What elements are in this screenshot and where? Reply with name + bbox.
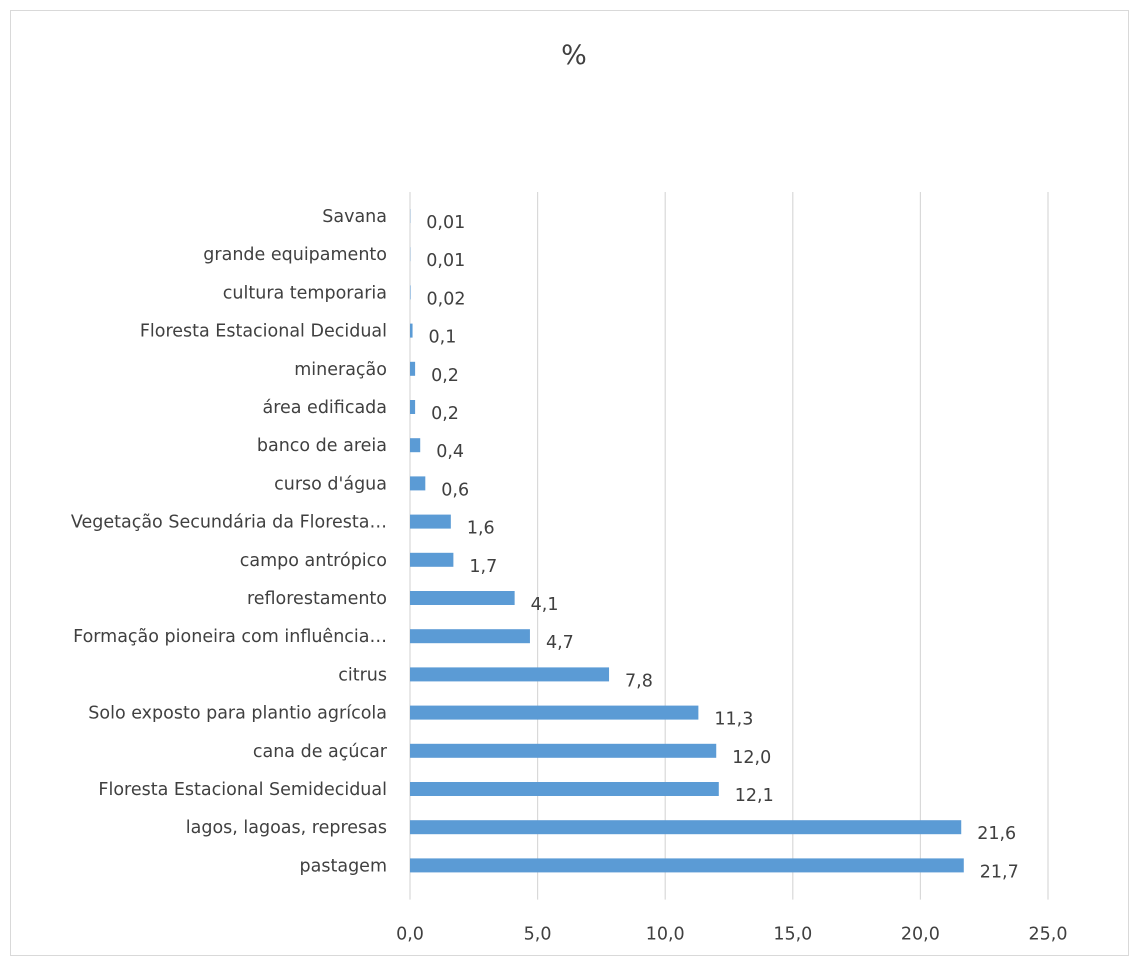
data-labels: 0,01 0,01 0,02 0,1 0,2 0,2 0,4 0,6 1,6 1,7 4,1 4,7 7… bbox=[426, 213, 1018, 882]
category-label-5: área edificada bbox=[262, 398, 387, 418]
bar-15 bbox=[410, 782, 719, 796]
category-label-14: cana de açúcar bbox=[253, 742, 388, 762]
x-tick-label-4: 20,0 bbox=[901, 925, 940, 945]
data-label-4: 0,2 bbox=[431, 366, 459, 386]
bar-3 bbox=[410, 323, 413, 338]
bar-17 bbox=[410, 858, 964, 873]
chart-area bbox=[10, 10, 1129, 956]
category-label-2: cultura temporaria bbox=[223, 283, 387, 303]
bar-14 bbox=[410, 743, 717, 758]
category-label-15: Floresta Estacional Semidecidual bbox=[98, 780, 387, 800]
data-label-8: 1,6 bbox=[467, 519, 495, 539]
data-label-3: 0,1 bbox=[429, 328, 457, 348]
x-tick-label-1: 5,0 bbox=[524, 925, 552, 945]
grid-lines bbox=[409, 192, 1049, 900]
category-label-3: Floresta Estacional Decidual bbox=[140, 322, 387, 342]
category-label-7: curso d'água bbox=[274, 474, 387, 494]
category-label-9: campo antrópico bbox=[240, 551, 387, 571]
category-label-11: Formação pioneira com influência… bbox=[73, 627, 387, 647]
data-label-12: 7,8 bbox=[625, 671, 653, 691]
category-label-13: Solo exposto para plantio agrícola bbox=[88, 704, 387, 724]
data-label-5: 0,2 bbox=[431, 404, 459, 424]
category-label-0: Savana bbox=[322, 207, 387, 227]
bar-16 bbox=[410, 820, 962, 835]
x-tick-label-3: 15,0 bbox=[773, 925, 812, 945]
data-label-17: 21,7 bbox=[980, 862, 1019, 882]
bar-5 bbox=[410, 400, 416, 414]
data-label-13: 11,3 bbox=[714, 710, 753, 730]
category-label-12: citrus bbox=[338, 665, 387, 685]
bar-13 bbox=[410, 705, 699, 720]
x-axis-ticks: 0,0 5,0 10,0 15,0 20,0 25,0 bbox=[396, 925, 1067, 945]
bar-10 bbox=[410, 591, 515, 605]
bar-7 bbox=[410, 476, 426, 491]
bar-6 bbox=[410, 438, 421, 453]
bar-9 bbox=[410, 552, 454, 567]
bar-12 bbox=[410, 667, 610, 682]
x-tick-label-0: 0,0 bbox=[396, 925, 424, 945]
category-label-6: banco de areia bbox=[257, 436, 387, 456]
bar-4 bbox=[410, 361, 416, 376]
category-label-1: grande equipamento bbox=[203, 245, 387, 265]
data-label-6: 0,4 bbox=[436, 442, 464, 462]
data-label-11: 4,7 bbox=[546, 633, 574, 653]
data-label-10: 4,1 bbox=[531, 595, 559, 615]
data-label-7: 0,6 bbox=[441, 480, 469, 500]
x-tick-label-2: 10,0 bbox=[646, 925, 685, 945]
chart-title: % bbox=[561, 40, 587, 71]
bar-8 bbox=[410, 514, 451, 529]
data-label-2: 0,02 bbox=[427, 289, 466, 309]
category-label-4: mineração bbox=[294, 360, 387, 380]
bar-2 bbox=[410, 285, 411, 300]
category-label-10: reflorestamento bbox=[247, 589, 387, 609]
bars bbox=[410, 209, 964, 873]
category-label-8: Vegetação Secundária da Floresta… bbox=[71, 513, 387, 533]
category-label-17: pastagem bbox=[300, 856, 387, 876]
data-label-9: 1,7 bbox=[469, 557, 497, 577]
category-labels: Savana grande equipamento cultura temporar… bbox=[71, 207, 388, 876]
data-label-14: 12,0 bbox=[732, 748, 771, 768]
data-label-15: 12,1 bbox=[735, 786, 774, 806]
bar-11 bbox=[410, 629, 530, 644]
data-label-1: 0,01 bbox=[426, 251, 465, 271]
category-label-16: lagos, lagoas, represas bbox=[186, 818, 387, 838]
data-label-16: 21,6 bbox=[977, 824, 1016, 844]
x-tick-label-5: 25,0 bbox=[1029, 925, 1068, 945]
data-label-0: 0,01 bbox=[426, 213, 465, 233]
